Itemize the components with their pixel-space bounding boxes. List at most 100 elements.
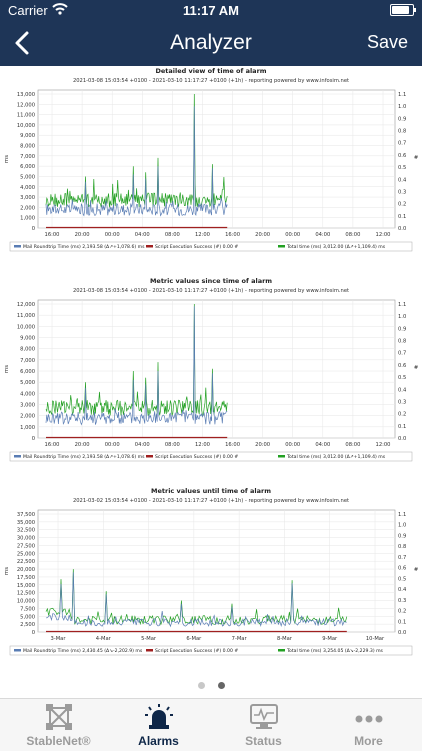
y-tick-label: 1,000	[20, 425, 35, 431]
y-tick-label: 20,000	[17, 567, 35, 573]
legend	[9, 241, 413, 252]
y-tick-label: 8,000	[20, 347, 35, 353]
y2-tick-label: 0.2	[398, 202, 406, 208]
tab-stablenet[interactable]: StableNet®	[6, 699, 111, 751]
legend-swatch	[14, 455, 21, 458]
y-tick-label: 2,000	[20, 205, 35, 211]
chevron-left-icon[interactable]	[10, 28, 34, 58]
siren-icon	[145, 704, 173, 729]
chart-subtitle: 2021-03-02 15:03:54 +0100 - 2021-03-10 1…	[73, 498, 349, 504]
legend-swatch	[278, 649, 285, 652]
plot-area	[37, 299, 396, 439]
x-tick-label: 8-Mar	[277, 636, 293, 642]
series-line	[45, 106, 228, 217]
y-tick-label: 3,000	[20, 195, 35, 201]
y2-tick-label: 0.8	[398, 544, 406, 550]
y-tick-label: 2,000	[20, 414, 35, 420]
y2-tick-label: 0.0	[398, 630, 406, 636]
y2-tick-label: 0.8	[398, 129, 406, 135]
y2-tick-label: 0.0	[398, 436, 406, 442]
y-tick-label: 27,500	[17, 543, 35, 549]
y-tick-label: 37,500	[17, 512, 35, 518]
x-tick-label: 6-Mar	[186, 636, 202, 642]
x-tick-label: 00:00	[285, 232, 300, 238]
y2-tick-label: 0.6	[398, 566, 406, 572]
y-tick-label: 30,000	[17, 536, 35, 542]
x-tick-label: 20:00	[75, 442, 90, 448]
y2-tick-label: 0.7	[398, 555, 406, 561]
y-tick-label: 9,000	[20, 133, 35, 139]
tab-more-label: More	[354, 734, 383, 748]
y2-tick-label: 0.0	[398, 226, 406, 232]
x-tick-label: 5-Mar	[141, 636, 157, 642]
y2-tick-label: 1.0	[398, 523, 406, 529]
x-tick-label: 00:00	[105, 232, 120, 238]
x-tick-label: 10-Mar	[366, 636, 385, 642]
y2-tick-label: 1.1	[398, 512, 406, 518]
legend-entry: Total time (ms) 3,012.00 (Δ↗+1,109.4) ms	[286, 454, 386, 460]
legend-entry: Script Execution Success (#) 0.00 #	[155, 648, 238, 654]
y-tick-label: 32,500	[17, 528, 35, 534]
y2-tick-label: 1.0	[398, 104, 406, 110]
y-tick-label: 4,000	[20, 391, 35, 397]
x-tick-label: 3-Mar	[51, 636, 67, 642]
y2-tick-label: 0.3	[398, 598, 406, 604]
monitor-icon	[250, 704, 278, 729]
y-tick-label: 7,000	[20, 358, 35, 364]
tab-bar: StableNet® Alarms Status More	[0, 698, 422, 751]
chart-subtitle: 2021-03-08 15:03:54 +0100 - 2021-03-10 1…	[73, 78, 349, 84]
y2-axis-label: #	[414, 365, 419, 371]
x-tick-label: 04:00	[315, 442, 330, 448]
x-tick-label: 08:00	[165, 442, 180, 448]
page-indicator[interactable]	[0, 680, 422, 692]
legend-swatch	[146, 245, 153, 248]
y-tick-label: 12,000	[17, 302, 35, 308]
y2-tick-label: 0.7	[398, 351, 406, 357]
tab-alarms[interactable]: Alarms	[106, 699, 211, 751]
y-tick-label: 5,000	[20, 380, 35, 386]
battery-icon	[390, 4, 416, 16]
x-tick-label: 12:00	[195, 442, 210, 448]
x-tick-label: 16:00	[45, 442, 60, 448]
legend-swatch	[14, 649, 21, 652]
legend-entry: Total time (ms) 3,254.05 (Δ↘-2,229.3) ms	[286, 648, 384, 654]
chart-subtitle: 2021-03-08 15:03:54 +0100 - 2021-03-10 1…	[73, 288, 349, 294]
clock-label: 11:17 AM	[183, 3, 239, 18]
legend-swatch	[146, 455, 153, 458]
x-tick-label: 20:00	[75, 232, 90, 238]
y-tick-label: 12,500	[17, 591, 35, 597]
y2-tick-label: 0.7	[398, 141, 406, 147]
y2-tick-label: 0.2	[398, 609, 406, 615]
detailed-view-chart: Detailed view of time of alarm 2021-03-08…	[0, 66, 422, 262]
y-tick-label: 0	[32, 226, 35, 232]
y2-tick-label: 1.0	[398, 314, 406, 320]
y-axis-label: ms	[4, 365, 10, 373]
page-dot[interactable]	[217, 682, 225, 689]
y2-tick-label: 0.5	[398, 576, 406, 582]
since-alarm-chart: Metric values since time of alarm 2021-03…	[0, 276, 422, 472]
y-tick-label: 10,000	[17, 599, 35, 605]
y-tick-label: 12,000	[17, 102, 35, 108]
save-button[interactable]: Save	[366, 32, 408, 52]
tab-status-label: Status	[245, 734, 282, 748]
series-line	[45, 93, 228, 208]
legend-swatch	[278, 245, 285, 248]
tab-status[interactable]: Status	[211, 699, 316, 751]
navigation-bar: Carrier 11:17 AM Analyzer Save	[0, 0, 422, 66]
legend-entry: Script Execution Success (#) 0.00 #	[155, 244, 238, 250]
y2-tick-label: 0.5	[398, 165, 406, 171]
y-tick-label: 17,500	[17, 575, 35, 581]
y-tick-label: 2,500	[20, 622, 35, 628]
y-tick-label: 13,000	[17, 92, 35, 98]
x-tick-label: 08:00	[345, 232, 360, 238]
y2-tick-label: 0.3	[398, 189, 406, 195]
y-tick-label: 7,500	[20, 606, 35, 612]
y2-tick-label: 1.1	[398, 92, 406, 98]
y2-tick-label: 0.1	[398, 619, 406, 625]
until-alarm-chart: Metric values until time of alarm 2021-03…	[0, 486, 422, 666]
tab-stablenet-label: StableNet®	[26, 734, 91, 748]
tab-more[interactable]: More	[316, 699, 421, 751]
page-dot[interactable]	[197, 682, 205, 689]
x-tick-label: 08:00	[345, 442, 360, 448]
x-tick-label: 16:00	[45, 232, 60, 238]
